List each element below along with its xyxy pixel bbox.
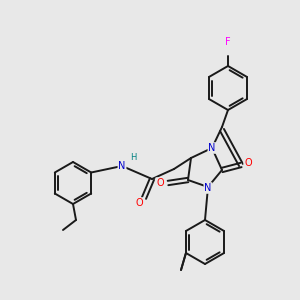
Text: F: F <box>225 37 231 47</box>
Text: N: N <box>118 161 126 171</box>
Text: O: O <box>135 198 143 208</box>
Text: O: O <box>244 158 252 168</box>
Text: H: H <box>130 154 136 163</box>
Text: O: O <box>156 178 164 188</box>
Text: N: N <box>208 143 216 153</box>
Text: N: N <box>204 183 212 193</box>
